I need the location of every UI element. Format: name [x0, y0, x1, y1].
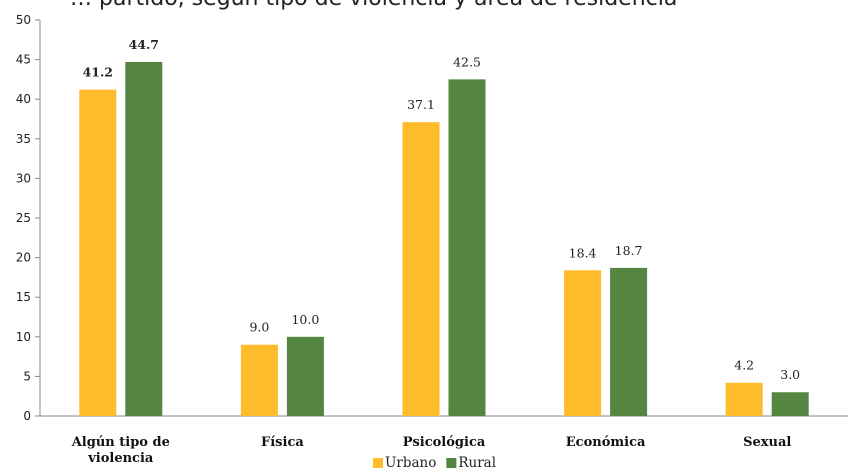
data-label: 42.5 [453, 54, 481, 69]
bar-urbano-0 [79, 89, 117, 417]
bar-rural-4 [771, 392, 809, 416]
bar-rural-2 [448, 79, 486, 417]
data-label: 18.7 [615, 243, 643, 258]
bar-urbano-3 [564, 270, 602, 416]
legend-swatch-urbano [373, 458, 383, 468]
legend-label: Urbano [385, 455, 436, 471]
y-tick-label: 30 [16, 171, 31, 185]
legend-swatch-rural [446, 458, 457, 468]
page-title: … partido, según tipo de violencia y áre… [70, 0, 677, 11]
y-tick-label: 50 [16, 13, 31, 27]
data-label: 3.0 [780, 367, 800, 382]
y-tick-label: 40 [16, 92, 31, 106]
category-label: Física [261, 435, 304, 450]
category-label: Sexual [743, 435, 791, 450]
y-tick-label: 0 [23, 409, 31, 423]
y-tick-label: 15 [16, 290, 31, 304]
data-label: 41.2 [83, 65, 113, 80]
bar-rural-0 [125, 61, 163, 416]
category-label: Algún tipo de [71, 435, 170, 450]
value-labels: 41.2 44.7 9.0 10.0 37.1 42.5 18.4 18.7 4.2 3.0 [83, 37, 801, 382]
category-label: Psicológica [403, 435, 486, 450]
bar-urbano-1 [240, 344, 278, 416]
y-tick-label: 10 [16, 330, 31, 344]
category-label: violencia [87, 451, 154, 466]
bar-urbano-2 [402, 122, 440, 416]
category-label: Económica [566, 435, 646, 450]
data-label: 9.0 [249, 320, 269, 335]
data-label: 37.1 [407, 97, 435, 112]
bar-urbano-4 [725, 382, 763, 416]
y-tick-label: 5 [23, 369, 31, 383]
y-tick-label: 25 [16, 211, 31, 225]
data-label: 4.2 [734, 358, 754, 373]
bars [79, 61, 809, 417]
data-label: 10.0 [291, 312, 319, 327]
axes: 0 5 10 15 20 25 30 35 40 45 50 [16, 13, 848, 423]
legend-label: Rural [458, 455, 496, 471]
bar-rural-3 [610, 267, 648, 416]
bar-rural-1 [286, 336, 324, 416]
y-tick-label: 20 [16, 251, 31, 265]
y-tick-label: 35 [16, 132, 31, 146]
y-tick-label: 45 [16, 53, 31, 67]
data-label: 44.7 [129, 37, 159, 52]
legend: Urbano Rural [373, 455, 496, 471]
data-label: 18.4 [569, 245, 597, 260]
